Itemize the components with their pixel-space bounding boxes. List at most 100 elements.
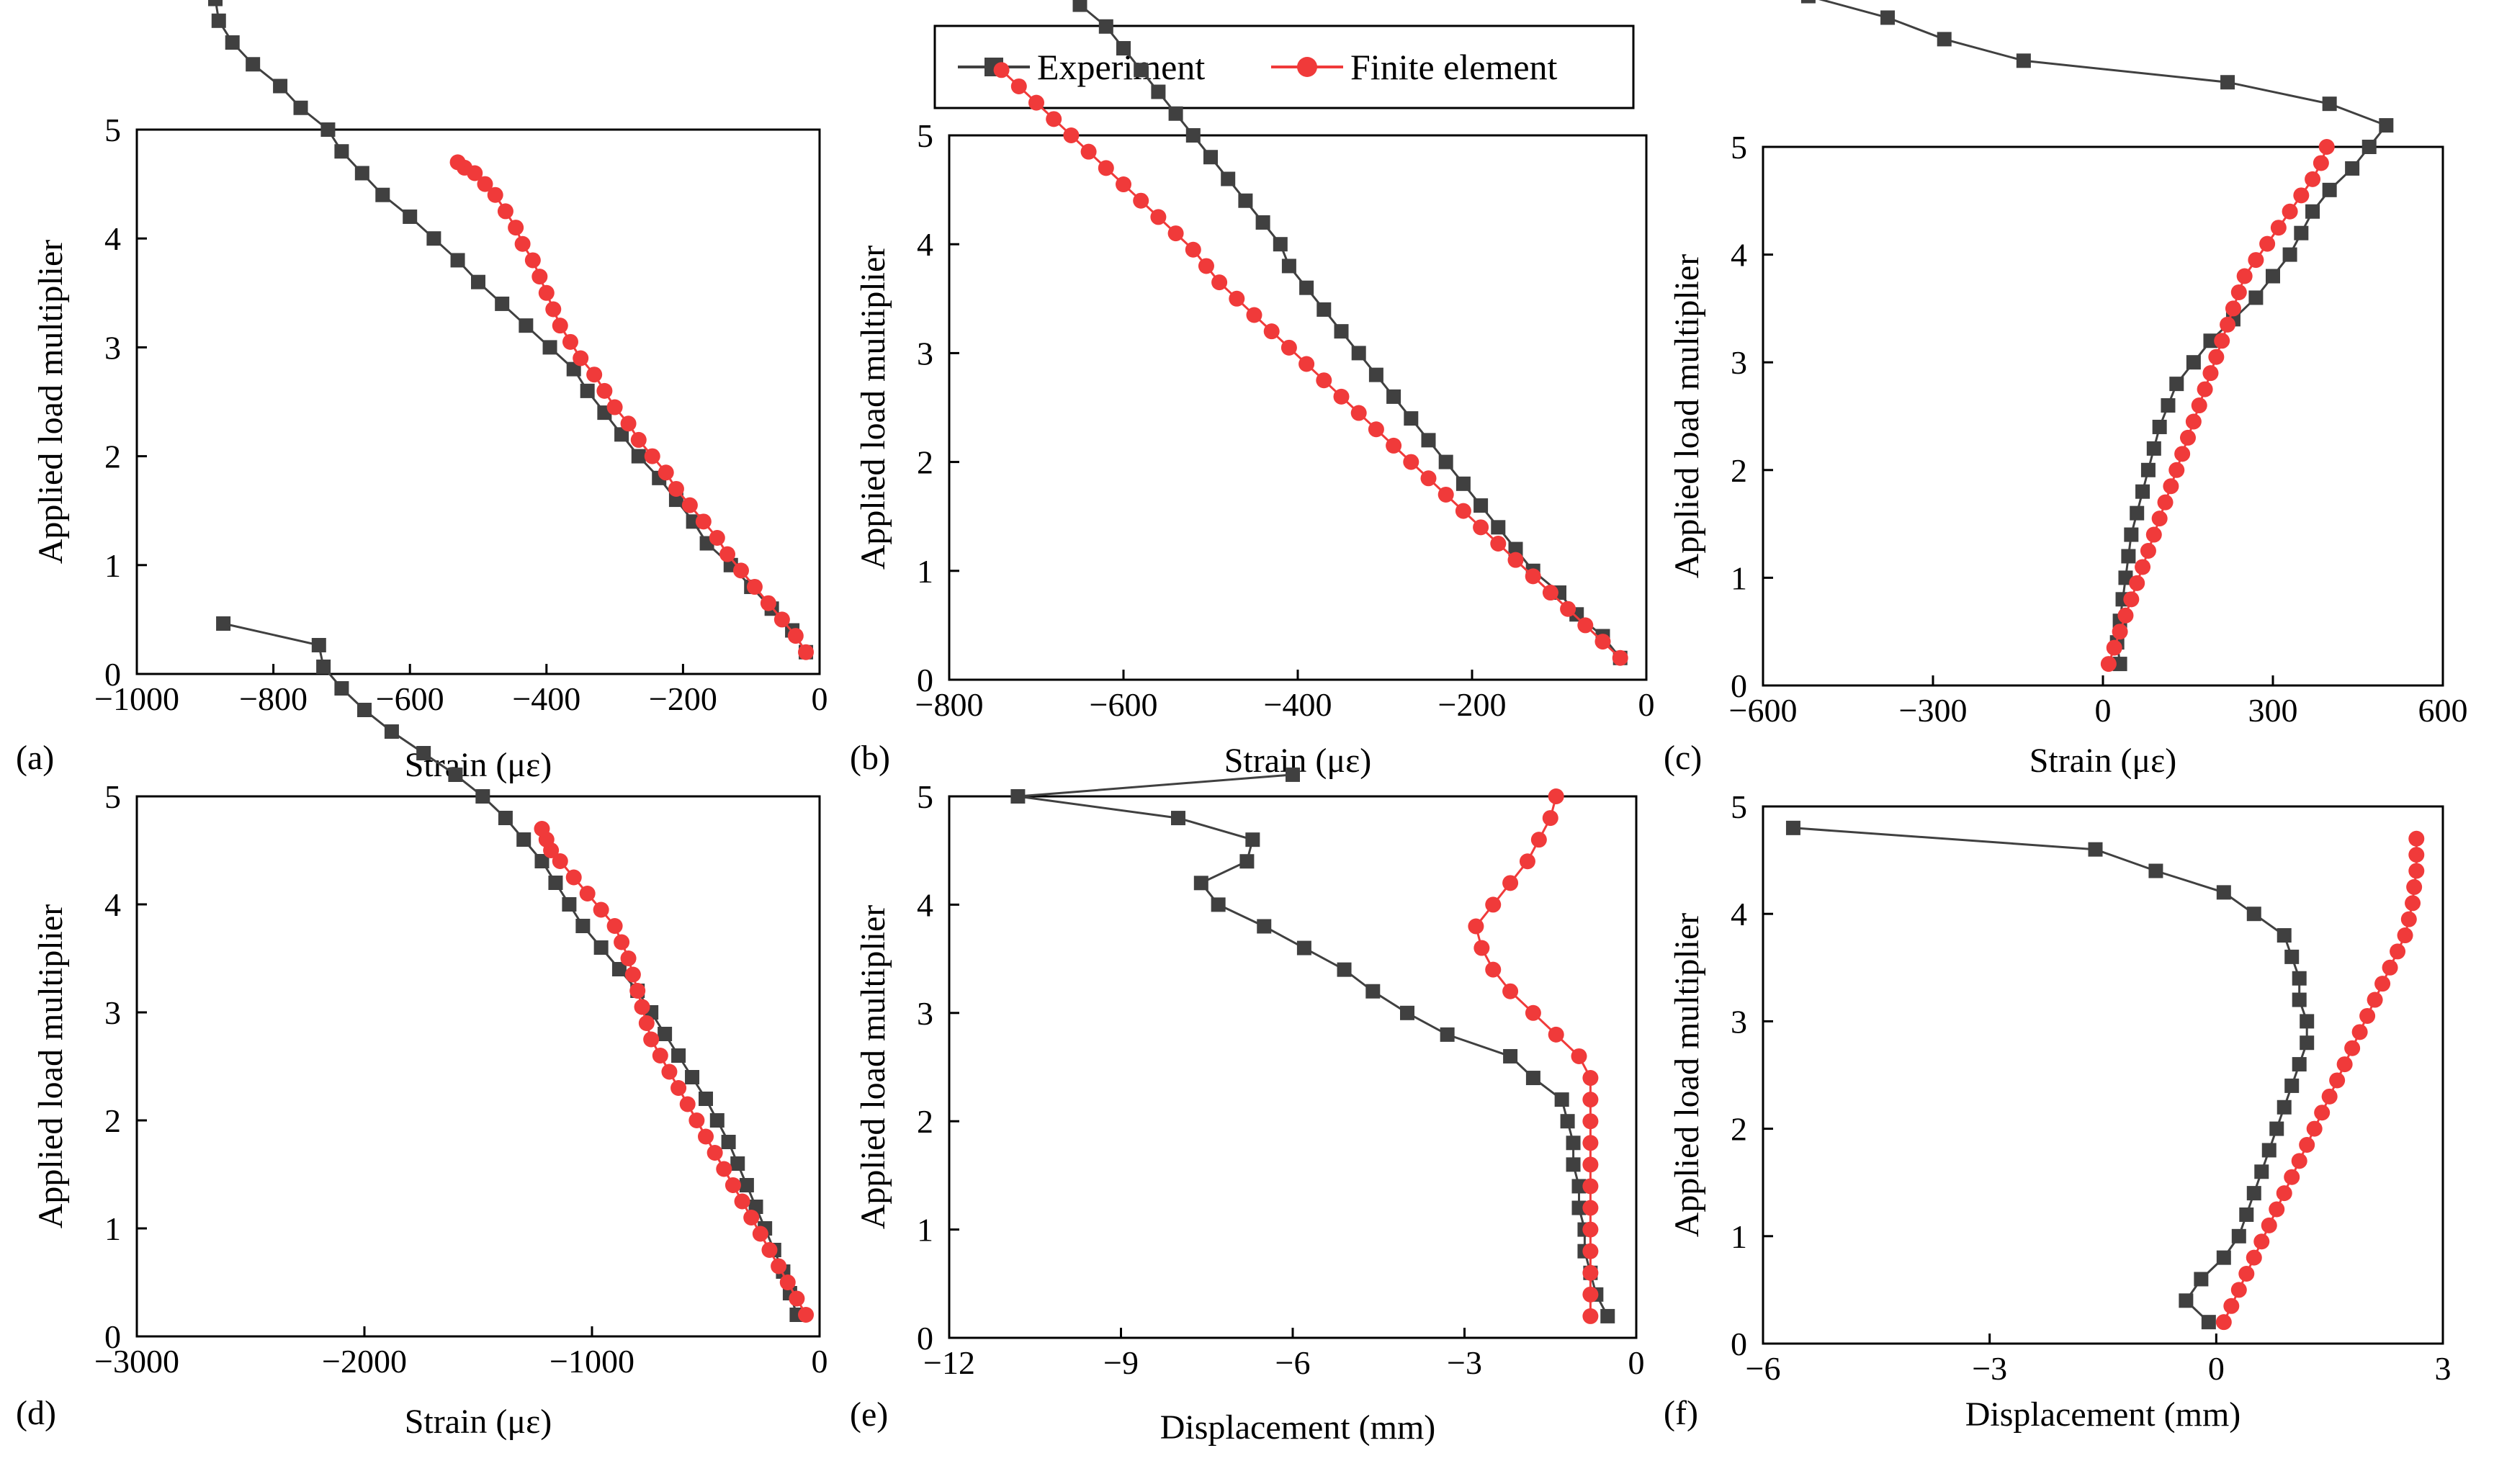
data-point-finite-element xyxy=(620,950,637,966)
data-point-finite-element xyxy=(1594,634,1611,650)
y-tick-label: 5 xyxy=(917,117,933,154)
data-point-finite-element xyxy=(531,269,548,285)
data-point-experiment xyxy=(730,1156,745,1171)
data-point-experiment xyxy=(1239,854,1255,869)
data-point-experiment xyxy=(334,681,349,696)
y-tick-label: 5 xyxy=(104,112,121,148)
series-line-experiment xyxy=(223,622,798,1316)
data-point-experiment xyxy=(1571,1200,1587,1215)
data-point-finite-element xyxy=(545,301,562,318)
data-point-finite-element xyxy=(573,350,589,366)
data-point-finite-element xyxy=(2129,575,2145,591)
data-point-finite-element xyxy=(2202,365,2219,382)
y-axis-label: Applied load multiplier xyxy=(32,240,70,565)
data-point-finite-element xyxy=(2145,526,2162,543)
panel-label: (b) xyxy=(850,739,890,777)
data-point-finite-element xyxy=(1229,290,1245,307)
series-layer xyxy=(216,616,815,1323)
data-point-experiment xyxy=(2282,247,2297,262)
data-point-experiment xyxy=(699,1092,713,1106)
data-point-experiment xyxy=(208,0,223,6)
data-point-finite-element xyxy=(1010,78,1027,94)
data-point-finite-element xyxy=(2100,656,2117,673)
data-point-experiment xyxy=(2130,505,2145,521)
data-point-finite-element xyxy=(524,252,541,269)
x-tick-label: 0 xyxy=(812,680,828,717)
data-point-experiment xyxy=(2292,992,2307,1007)
data-point-finite-element xyxy=(2269,1201,2285,1218)
x-tick-label: −600 xyxy=(376,680,444,717)
data-point-experiment xyxy=(2088,842,2103,857)
data-point-finite-element xyxy=(606,918,623,934)
panel-label: (d) xyxy=(16,1394,56,1432)
data-point-finite-element xyxy=(652,1048,668,1063)
data-point-finite-element xyxy=(716,1161,732,1177)
data-point-finite-element xyxy=(2230,1282,2247,1298)
x-axis-ticks: −600 −300 0 300 600 xyxy=(1729,675,2468,729)
data-point-experiment xyxy=(658,1027,673,1041)
data-point-experiment xyxy=(1386,389,1401,404)
data-point-finite-element xyxy=(514,235,531,252)
data-point-finite-element xyxy=(1502,983,1519,999)
data-point-finite-element xyxy=(1582,1286,1599,1303)
data-point-finite-element xyxy=(2214,333,2230,349)
y-tick-label: 5 xyxy=(104,778,121,815)
y-tick-label: 5 xyxy=(1731,788,1747,825)
data-point-experiment xyxy=(1010,789,1026,804)
data-point-experiment xyxy=(2246,907,2261,922)
data-point-finite-element xyxy=(2238,1266,2255,1282)
panel-b: −800 −600 −400 −200 0 0 1 2 3 4 5 Applied load mu… xyxy=(850,0,1655,780)
data-point-experiment xyxy=(1316,302,1332,317)
series-line-experiment xyxy=(1018,773,1609,1317)
data-point-finite-element xyxy=(1403,454,1419,470)
y-axis-label: Applied load multiplier xyxy=(854,905,892,1230)
data-point-experiment xyxy=(2186,355,2201,370)
data-point-finite-element xyxy=(789,1290,805,1307)
data-point-finite-element xyxy=(634,999,650,1015)
data-point-experiment xyxy=(1185,128,1201,143)
data-point-finite-element xyxy=(1333,388,1350,405)
data-point-finite-element xyxy=(2390,943,2406,960)
x-axis-label: Strain (με) xyxy=(2029,742,2177,780)
data-point-experiment xyxy=(721,1135,736,1149)
data-point-experiment xyxy=(357,703,372,717)
data-point-finite-element xyxy=(1368,421,1384,438)
data-point-finite-element xyxy=(2382,959,2398,976)
y-tick-label: 1 xyxy=(917,1212,933,1249)
x-tick-label: −200 xyxy=(649,680,717,717)
data-point-experiment xyxy=(516,832,531,847)
data-point-experiment xyxy=(1238,193,1253,208)
data-point-experiment xyxy=(293,100,308,115)
data-point-experiment xyxy=(2146,441,2161,456)
data-point-finite-element xyxy=(746,579,763,595)
data-point-finite-element xyxy=(787,628,804,644)
data-point-experiment xyxy=(426,231,441,246)
data-point-experiment xyxy=(2261,1143,2277,1158)
data-point-finite-element xyxy=(629,983,646,999)
data-point-finite-element xyxy=(1582,1264,1599,1281)
data-point-experiment xyxy=(611,962,627,976)
data-point-finite-element xyxy=(1473,940,1490,956)
x-tick-label: 0 xyxy=(812,1343,828,1380)
data-point-experiment xyxy=(1257,919,1272,934)
data-point-experiment xyxy=(2305,204,2320,219)
data-point-experiment xyxy=(273,78,288,94)
data-point-experiment xyxy=(2254,1164,2269,1179)
data-point-experiment xyxy=(334,144,349,159)
data-point-experiment xyxy=(1473,498,1489,513)
data-point-experiment xyxy=(1368,367,1383,382)
data-point-experiment xyxy=(685,1070,700,1084)
y-tick-label: 0 xyxy=(917,662,933,698)
x-tick-label: 0 xyxy=(1638,686,1655,723)
data-point-experiment xyxy=(1299,280,1314,295)
data-point-experiment xyxy=(2112,657,2127,672)
data-point-experiment xyxy=(1571,1179,1587,1194)
data-point-experiment xyxy=(2361,140,2377,154)
panel-e: −12 −9 −6 −3 0 0 1 2 3 4 5 Applied load multiplie… xyxy=(850,767,1645,1447)
data-point-finite-element xyxy=(2215,1314,2232,1331)
data-point-experiment xyxy=(2345,161,2360,176)
data-point-finite-element xyxy=(606,399,623,415)
y-axis-ticks: 0 1 2 3 4 5 xyxy=(1731,788,1773,1362)
data-point-experiment xyxy=(2118,570,2133,585)
